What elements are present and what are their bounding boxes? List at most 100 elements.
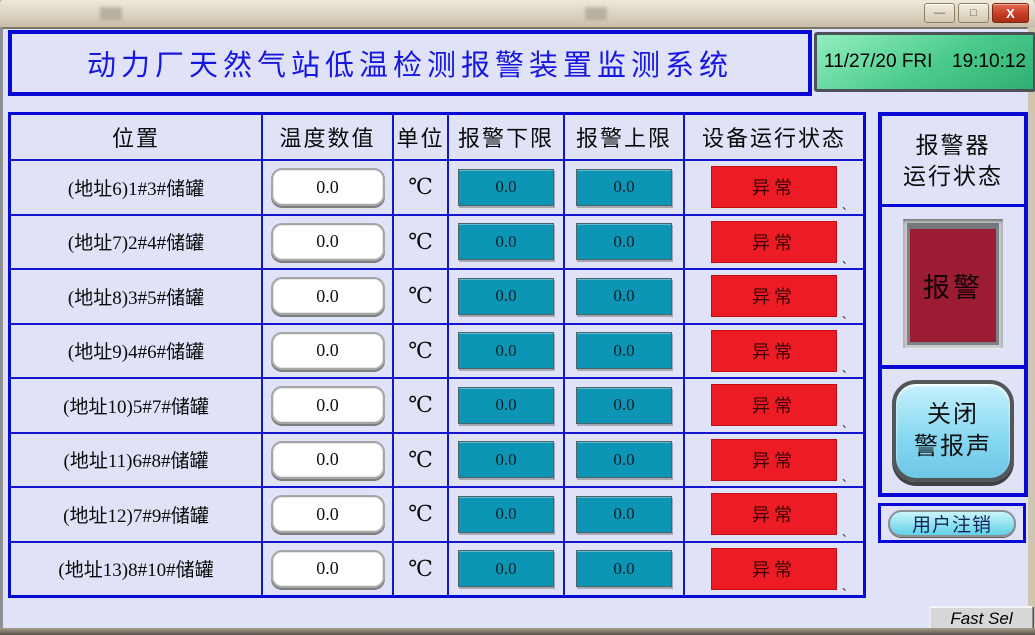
minimize-icon: —	[934, 7, 945, 19]
tank-location-label: (地址9)4#6#储罐	[67, 342, 205, 364]
alarm-low-limit-box[interactable]: 0.0	[458, 168, 554, 206]
alarm-high-limit-value: 0.0	[613, 231, 635, 251]
alarm-high-limit-box[interactable]: 0.0	[576, 332, 672, 370]
window-frame-bottom	[0, 628, 1035, 635]
temperature-value-box: 0.0	[270, 222, 385, 261]
temperature-value: 0.0	[316, 285, 339, 306]
location-cell: (地址11)6#8#储罐	[11, 433, 263, 486]
mute-alarm-button[interactable]: 关闭 警报声	[892, 380, 1014, 482]
unit-label: ℃	[408, 555, 433, 581]
alarm-low-limit-box[interactable]: 0.0	[458, 223, 554, 261]
user-logout-label: 用户注销	[911, 514, 992, 536]
client-area: 动力厂天然气站低温检测报警装置监测系统 11/27/20 FRI 19:10:1…	[3, 29, 1035, 631]
temperature-value-box: 0.0	[270, 440, 385, 479]
device-status-cell: 异常 、	[685, 325, 863, 378]
temperature-value: 0.0	[316, 558, 339, 579]
alarm-low-limit-box[interactable]: 0.0	[458, 550, 554, 588]
alarm-high-limit-box[interactable]: 0.0	[576, 168, 672, 206]
panel-divider	[882, 204, 1024, 207]
temperature-cell: 0.0	[263, 379, 394, 432]
stray-mark: 、	[842, 308, 853, 321]
alarm-high-cell: 0.0	[565, 215, 685, 268]
unit-label: ℃	[408, 446, 433, 472]
temperature-value: 0.0	[316, 394, 339, 415]
minimize-button[interactable]: —	[924, 3, 955, 23]
alarm-low-limit-value: 0.0	[495, 231, 517, 251]
time-text: 19:10:12	[952, 51, 1026, 72]
temperature-value-box: 0.0	[270, 495, 385, 534]
device-status-indicator: 异常	[711, 220, 837, 263]
alarm-high-cell: 0.0	[565, 488, 685, 541]
table-row: (地址12)7#9#储罐 0.0 ℃ 0.0 0.0 异常 、	[11, 486, 863, 541]
alarm-low-limit-box[interactable]: 0.0	[458, 386, 554, 424]
alarm-high-limit-box[interactable]: 0.0	[576, 386, 672, 424]
user-logout-button[interactable]: 用户注销	[888, 509, 1016, 537]
alarm-low-cell: 0.0	[449, 379, 565, 432]
unit-label: ℃	[408, 337, 433, 363]
alarm-indicator-label: 报警	[923, 273, 983, 303]
stray-mark: 、	[842, 199, 853, 212]
unit-cell: ℃	[394, 324, 449, 377]
temperature-value: 0.0	[316, 449, 339, 470]
unit-label: ℃	[408, 283, 433, 309]
column-header-location: 位置	[11, 115, 263, 159]
temperature-value-box: 0.0	[270, 386, 385, 425]
device-status-cell: 异常 、	[685, 543, 863, 596]
stray-mark: 、	[842, 254, 853, 266]
alarm-low-limit-box[interactable]: 0.0	[458, 332, 554, 370]
alarm-low-cell: 0.0	[449, 161, 565, 214]
device-status-indicator: 异常	[711, 166, 837, 209]
alarm-low-cell: 0.0	[449, 488, 565, 541]
alarm-indicator-frame: 报警	[903, 219, 1003, 349]
alarm-low-limit-value: 0.0	[495, 177, 517, 197]
alarm-high-limit-box[interactable]: 0.0	[576, 550, 672, 588]
date-text: 11/27/20 FRI	[824, 51, 933, 72]
fast-sel-button[interactable]: Fast Sel	[929, 606, 1033, 631]
alarm-high-cell: 0.0	[565, 270, 685, 323]
stray-mark: 、	[842, 363, 853, 375]
table-row: (地址10)5#7#储罐 0.0 ℃ 0.0 0.0 异常 、	[11, 377, 863, 432]
alarm-indicator: 报警	[907, 223, 999, 345]
unit-cell: ℃	[394, 161, 449, 214]
table-row: (地址8)3#5#储罐 0.0 ℃ 0.0 0.0 异常 、	[11, 268, 863, 323]
alarm-low-cell: 0.0	[449, 542, 565, 595]
unit-label: ℃	[408, 228, 433, 254]
monitor-table: 位置 温度数值 单位 报警下限 报警上限 设备运行状态 (地址6)1#3#储罐 …	[8, 112, 866, 598]
close-icon: X	[1006, 5, 1015, 21]
close-button[interactable]: X	[992, 3, 1029, 23]
titlebar-artifact	[585, 7, 607, 20]
alarm-high-limit-box[interactable]: 0.0	[576, 223, 672, 261]
alarm-status-panel: 报警器 运行状态 报警	[878, 112, 1028, 373]
column-header-unit: 单位	[394, 115, 449, 159]
table-row: (地址11)6#8#储罐 0.0 ℃ 0.0 0.0 异常 、	[11, 431, 863, 486]
tank-location-label: (地址12)7#9#储罐	[63, 505, 209, 527]
alarm-high-limit-value: 0.0	[613, 449, 635, 469]
alarm-high-limit-box[interactable]: 0.0	[576, 441, 672, 479]
unit-cell: ℃	[394, 379, 449, 432]
alarm-low-limit-box[interactable]: 0.0	[458, 441, 554, 479]
tank-location-label: (地址11)6#8#储罐	[63, 451, 209, 473]
maximize-icon: □	[970, 7, 977, 19]
alarm-low-limit-box[interactable]: 0.0	[458, 277, 554, 315]
column-header-alarm-low: 报警下限	[449, 115, 565, 159]
location-cell: (地址13)8#10#储罐	[11, 542, 263, 595]
device-status-indicator: 异常	[711, 493, 837, 536]
alarm-high-cell: 0.0	[565, 161, 685, 214]
unit-label: ℃	[408, 501, 433, 527]
device-status-label: 异常	[752, 450, 796, 471]
device-status-label: 异常	[752, 232, 796, 253]
alarm-high-limit-value: 0.0	[613, 395, 635, 415]
temperature-cell: 0.0	[263, 270, 394, 323]
alarm-low-cell: 0.0	[449, 215, 565, 268]
alarm-low-limit-box[interactable]: 0.0	[458, 495, 554, 533]
maximize-button[interactable]: □	[958, 3, 989, 23]
alarm-high-cell: 0.0	[565, 379, 685, 432]
alarm-high-limit-box[interactable]: 0.0	[576, 277, 672, 315]
alarm-high-limit-box[interactable]: 0.0	[576, 495, 672, 533]
alarm-high-limit-value: 0.0	[613, 558, 635, 578]
alarm-status-title-line1: 报警器	[915, 133, 991, 158]
alarm-high-cell: 0.0	[565, 542, 685, 595]
temperature-value-box: 0.0	[270, 331, 385, 370]
alarm-high-limit-value: 0.0	[613, 286, 635, 306]
unit-label: ℃	[408, 174, 433, 200]
